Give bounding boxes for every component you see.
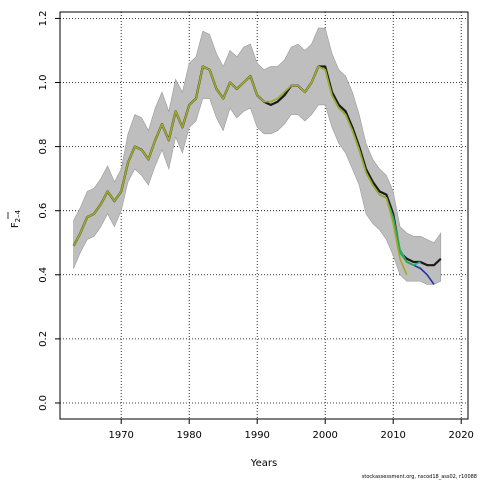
y-tick-label: 1.2 [38, 10, 49, 26]
y-axis-title: F2–4 [7, 209, 22, 228]
plot-frame [59, 11, 469, 420]
y-tick-label: 0.6 [38, 203, 49, 219]
x-tick-label: 1990 [244, 430, 269, 441]
series-line-5 [72, 65, 408, 276]
x-tick-label: 2020 [448, 430, 473, 441]
x-tick-label: 1980 [176, 430, 201, 441]
y-tick-label: 0.0 [38, 395, 49, 411]
x-tick-label: 2000 [312, 430, 337, 441]
y-tick-label: 1.0 [38, 75, 49, 91]
x-tick-label: 1970 [108, 430, 133, 441]
footer-note: stockassessment.org, nscod18_ass02, r100… [362, 474, 477, 480]
y-tick-label: 0.8 [38, 139, 49, 155]
y-axis-title-main: F [10, 222, 21, 228]
y-axis-title-subscript: 2–4 [14, 209, 22, 222]
confidence-band [73, 27, 442, 285]
series-layer [72, 65, 442, 285]
y-tick-label: 0.2 [38, 331, 49, 347]
y-tick-label: 0.4 [38, 267, 49, 283]
y-axis: 0.0 0.2 0.4 0.6 0.8 1.0 1.2 [38, 10, 60, 411]
x-axis: 1970 1980 1990 2000 2010 2020 [108, 419, 474, 441]
y-axis-title-text: F2–4 [10, 209, 22, 228]
x-axis-title: Years [250, 458, 277, 469]
x-tick-label: 2010 [380, 430, 405, 441]
